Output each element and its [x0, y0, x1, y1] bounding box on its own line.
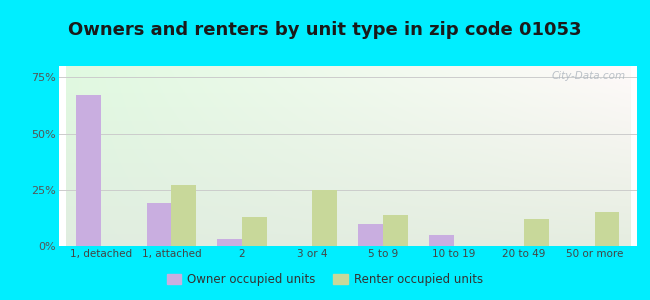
Bar — [76, 95, 101, 246]
Bar — [217, 239, 242, 246]
Text: City-Data.com: City-Data.com — [551, 71, 625, 81]
Bar — [595, 212, 619, 246]
Bar — [147, 203, 172, 246]
Bar — [172, 185, 196, 246]
Bar — [429, 235, 454, 246]
Bar — [242, 217, 266, 246]
Text: Owners and renters by unit type in zip code 01053: Owners and renters by unit type in zip c… — [68, 21, 582, 39]
Bar — [383, 214, 408, 246]
Bar — [358, 224, 383, 246]
Bar — [313, 190, 337, 246]
Legend: Owner occupied units, Renter occupied units: Owner occupied units, Renter occupied un… — [162, 269, 488, 291]
Bar — [524, 219, 549, 246]
